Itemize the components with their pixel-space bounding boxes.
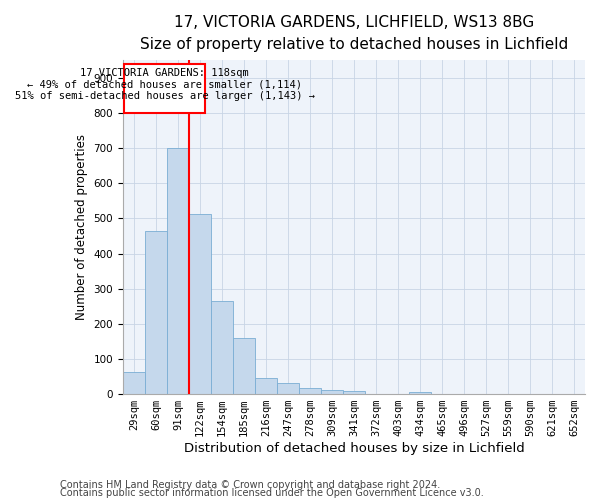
X-axis label: Distribution of detached houses by size in Lichfield: Distribution of detached houses by size … [184, 442, 524, 455]
Title: 17, VICTORIA GARDENS, LICHFIELD, WS13 8BG
Size of property relative to detached : 17, VICTORIA GARDENS, LICHFIELD, WS13 8B… [140, 15, 568, 52]
Bar [189, 214, 211, 394]
Bar [211, 301, 233, 394]
Text: 51% of semi-detached houses are larger (1,143) →: 51% of semi-detached houses are larger (… [15, 91, 315, 101]
Bar [277, 383, 299, 394]
Bar [255, 378, 277, 394]
Text: Contains public sector information licensed under the Open Government Licence v3: Contains public sector information licen… [60, 488, 484, 498]
Bar [145, 230, 167, 394]
Bar [167, 148, 189, 394]
Y-axis label: Number of detached properties: Number of detached properties [75, 134, 88, 320]
Bar [299, 388, 321, 394]
Text: ← 49% of detached houses are smaller (1,114): ← 49% of detached houses are smaller (1,… [27, 80, 302, 90]
Bar [343, 392, 365, 394]
Bar [123, 372, 145, 394]
Bar [409, 392, 431, 394]
Bar [233, 338, 255, 394]
Text: Contains HM Land Registry data © Crown copyright and database right 2024.: Contains HM Land Registry data © Crown c… [60, 480, 440, 490]
Bar [321, 390, 343, 394]
Text: 17 VICTORIA GARDENS: 118sqm: 17 VICTORIA GARDENS: 118sqm [80, 68, 249, 78]
FancyBboxPatch shape [124, 64, 205, 113]
